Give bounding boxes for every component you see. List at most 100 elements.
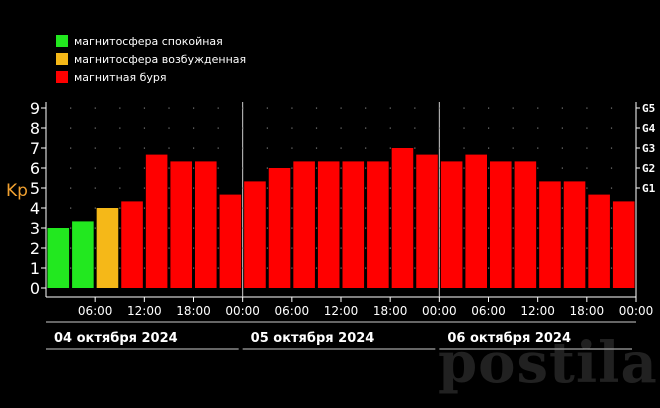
grid-dot [365, 267, 367, 269]
grid-dot [463, 267, 465, 269]
grid-dot [488, 107, 490, 109]
grid-dot [70, 227, 72, 229]
grid-dot [291, 147, 293, 149]
grid-dot [94, 107, 96, 109]
kp-bar [440, 161, 463, 288]
grid-dot [315, 227, 318, 229]
time-label: 12:00 [127, 304, 162, 318]
grid-dot [193, 147, 195, 149]
y-tick-label: 9 [30, 99, 40, 118]
grid-dot [119, 227, 121, 229]
grid-dot [610, 127, 613, 129]
grid-dot [168, 167, 170, 169]
grid-dot [586, 107, 588, 109]
grid-dot [365, 187, 367, 189]
grid-dot [512, 267, 514, 269]
grid-dot [414, 127, 416, 129]
grid-dot [438, 207, 441, 209]
grid-dot [143, 247, 146, 249]
grid-dot [266, 127, 268, 129]
grid-dot [463, 187, 465, 189]
grid-dot [414, 147, 416, 149]
grid-dot [217, 227, 219, 229]
grid-dot [315, 167, 318, 169]
grid-dot [365, 167, 367, 169]
grid-dot [70, 247, 72, 249]
grid-dot [266, 267, 268, 269]
grid-dot [119, 247, 121, 249]
time-label: 18:00 [373, 304, 408, 318]
grid-dot [586, 227, 588, 229]
grid-dot [143, 207, 146, 209]
grid-dot [266, 187, 268, 189]
grid-dot [315, 147, 318, 149]
grid-dot [217, 107, 219, 109]
y-tick-label: 0 [30, 279, 40, 298]
grid-dot [242, 147, 244, 149]
grid-dot [610, 187, 613, 189]
grid-dot [291, 207, 293, 209]
grid-dot [512, 227, 514, 229]
y-tick-label: 7 [30, 139, 40, 158]
grid-dot [143, 127, 146, 129]
grid-dot [610, 207, 613, 209]
grid-dot [463, 167, 465, 169]
grid-dot [168, 127, 170, 129]
grid-dot [168, 247, 170, 249]
time-label: 00:00 [225, 304, 260, 318]
grid-dot [463, 227, 465, 229]
grid-dot [537, 167, 539, 169]
grid-dot [291, 267, 293, 269]
grid-dot [610, 247, 613, 249]
grid-dot [242, 227, 244, 229]
grid-dot [119, 127, 121, 129]
grid-dot [586, 187, 588, 189]
y-tick-label: 1 [30, 259, 40, 278]
kp-bar [47, 228, 70, 288]
grid-dot [561, 187, 563, 189]
grid-dot [488, 247, 490, 249]
grid-dot [389, 167, 391, 169]
grid-dot [168, 267, 170, 269]
grid-dot [70, 147, 72, 149]
grid-dot [315, 267, 318, 269]
grid-dot [365, 147, 367, 149]
grid-dot [365, 227, 367, 229]
grid-dot [512, 147, 514, 149]
grid-dot [340, 127, 342, 129]
y-tick-label: 4 [30, 199, 40, 218]
grid-dot [586, 207, 588, 209]
grid-dot [438, 187, 441, 189]
grid-dot [242, 187, 244, 189]
kp-bar [588, 194, 610, 288]
storm-level-label: G3 [642, 142, 655, 155]
grid-dot [463, 107, 465, 109]
grid-dot [389, 147, 391, 149]
grid-dot [143, 147, 146, 149]
grid-dot [610, 227, 613, 229]
grid-dot [119, 147, 121, 149]
grid-dot [242, 207, 244, 209]
grid-dot [389, 187, 391, 189]
time-label: 12:00 [520, 304, 555, 318]
day-label: 06 октября 2024 [447, 331, 571, 346]
kp-bar [72, 221, 94, 288]
time-label: 12:00 [324, 304, 359, 318]
grid-dot [438, 247, 441, 249]
grid-dot [217, 187, 219, 189]
kp-bar [391, 148, 414, 288]
grid-dot [389, 227, 391, 229]
time-label: 18:00 [570, 304, 605, 318]
grid-dot [242, 127, 244, 129]
grid-dot [389, 267, 391, 269]
grid-dot [488, 127, 490, 129]
grid-dot [119, 187, 121, 189]
grid-dot [217, 167, 219, 169]
grid-dot [561, 167, 563, 169]
grid-dot [168, 107, 170, 109]
grid-dot [266, 107, 268, 109]
grid-dot [389, 127, 391, 129]
grid-dot [438, 227, 441, 229]
grid-dot [217, 267, 219, 269]
